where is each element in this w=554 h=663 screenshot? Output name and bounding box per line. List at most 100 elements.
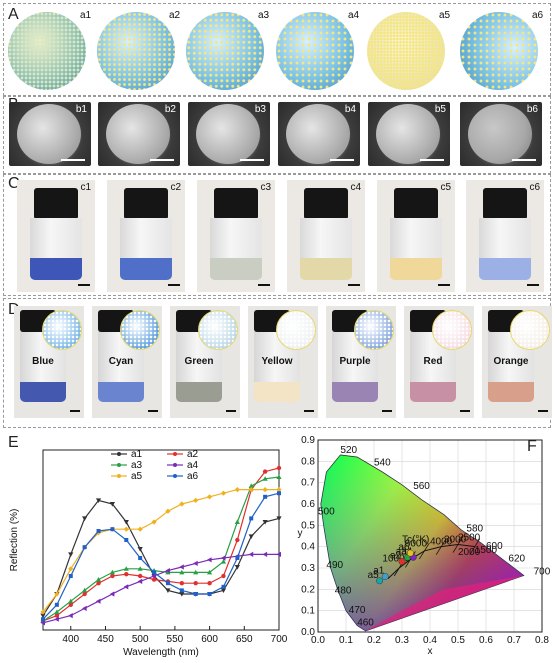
y-tick-label: 0.7 <box>301 478 315 489</box>
vial-c3: c3 <box>197 180 275 292</box>
scale-bar <box>527 284 539 286</box>
point-a6 <box>235 556 240 560</box>
x-tick-label: 500 <box>132 634 149 645</box>
color-vial-purple: Purple <box>326 306 396 418</box>
vial-label-c5: c5 <box>440 182 451 193</box>
vial-cap <box>124 188 168 218</box>
point-a1 <box>82 516 88 521</box>
x-tick-label: 0.1 <box>339 635 353 646</box>
y-axis-label: y <box>298 528 303 539</box>
scale-bar <box>258 284 270 286</box>
wavelength-label: 460 <box>357 618 374 629</box>
series-line-a2 <box>42 467 280 622</box>
x-tick-label: 0.8 <box>535 635 549 646</box>
scale-bar <box>460 410 470 412</box>
point-a1 <box>276 516 282 521</box>
point-a6 <box>138 556 143 560</box>
point-a2 <box>262 469 268 474</box>
cct-label: 10000 <box>382 554 410 565</box>
point-a4 <box>54 616 59 622</box>
point-a2 <box>151 577 157 582</box>
panel-label-e: E <box>8 434 19 451</box>
cct-label: 2000 <box>458 547 481 558</box>
vial-c5: c5 <box>377 180 455 292</box>
sem-label-b5: b5 <box>434 104 446 115</box>
vial-label-c2: c2 <box>170 182 181 193</box>
vial-liquid <box>176 382 222 402</box>
vial-liquid <box>120 258 172 280</box>
sphere-label-a2: a2 <box>169 10 181 21</box>
microsphere <box>196 104 260 164</box>
color-vial-red: Red <box>404 306 474 418</box>
legend-marker-a1 <box>117 452 121 456</box>
isotherm <box>435 538 447 555</box>
point-a2 <box>179 581 185 586</box>
sphere-label-a6: a6 <box>532 10 544 21</box>
point-a5 <box>220 490 227 496</box>
point-a6 <box>152 570 157 575</box>
scale-bar <box>330 159 354 161</box>
plot-frame <box>317 439 543 633</box>
point-a3 <box>54 609 60 614</box>
vial-glass <box>479 218 531 280</box>
point-a4 <box>40 620 45 626</box>
color-vial-blue: Blue <box>14 306 84 418</box>
point-a5 <box>234 487 240 493</box>
x-tick-label: 700 <box>271 634 288 645</box>
point-a3 <box>68 598 74 604</box>
point-a5 <box>262 487 268 493</box>
point-a5 <box>40 609 46 615</box>
point-a1 <box>234 565 240 570</box>
point-a5 <box>68 566 74 572</box>
y-tick-label: 0.5 <box>301 520 315 531</box>
color-label: Orange <box>493 356 529 367</box>
point-a3 <box>193 569 199 575</box>
legend-label-a1: a1 <box>131 449 143 460</box>
scale-bar <box>70 410 80 412</box>
vial-cap <box>214 188 258 218</box>
y-axis-label: Reflection (%) <box>9 509 20 572</box>
y-tick-label: 0.9 <box>301 435 315 446</box>
sphere-label-a3: a3 <box>258 10 270 21</box>
scale-bar <box>240 159 264 161</box>
point-a6 <box>179 588 184 593</box>
point-a3 <box>165 569 171 575</box>
cct-label: 3000 <box>444 534 467 545</box>
wavelength-label: 490 <box>326 560 343 571</box>
vial-glass <box>390 218 442 280</box>
scale-bar <box>304 410 314 412</box>
y-tick-label: 0.2 <box>301 584 315 595</box>
color-vial-cyan: Cyan <box>92 306 162 418</box>
vial-cap <box>34 188 78 218</box>
sphere-inset <box>354 310 394 350</box>
point-a6 <box>165 581 170 586</box>
panel-label-d: D <box>8 301 20 319</box>
vial-c4: c4 <box>287 180 365 292</box>
wavelength-label: 700 <box>534 566 551 577</box>
legend-marker-a5 <box>117 474 121 478</box>
scale-bar <box>348 284 360 286</box>
vial-liquid <box>30 258 82 280</box>
scale-bar <box>61 159 85 161</box>
point-a1 <box>248 534 254 539</box>
y-tick-label: 0.0 <box>301 627 315 638</box>
vial-liquid <box>488 382 534 402</box>
point-a1 <box>137 547 143 552</box>
point-a2 <box>82 591 87 597</box>
point-a1 <box>123 520 129 525</box>
series-line-a6 <box>42 492 280 620</box>
scale-bar <box>168 284 180 286</box>
vial-label-c6: c6 <box>529 182 540 193</box>
color-label: Green <box>184 356 214 367</box>
vial-liquid <box>254 382 300 402</box>
point-a2 <box>221 573 226 579</box>
point-a5 <box>123 526 129 532</box>
point-a4 <box>206 557 212 563</box>
vial-glass <box>332 330 378 402</box>
cct-label: 6000 <box>405 539 428 550</box>
point-a3 <box>82 587 88 593</box>
cie-point-label-a4: a4 <box>401 546 413 557</box>
sphere-model-a4 <box>276 12 354 90</box>
cie-point-label-a1: a1 <box>373 566 385 577</box>
point-a6 <box>124 538 129 542</box>
